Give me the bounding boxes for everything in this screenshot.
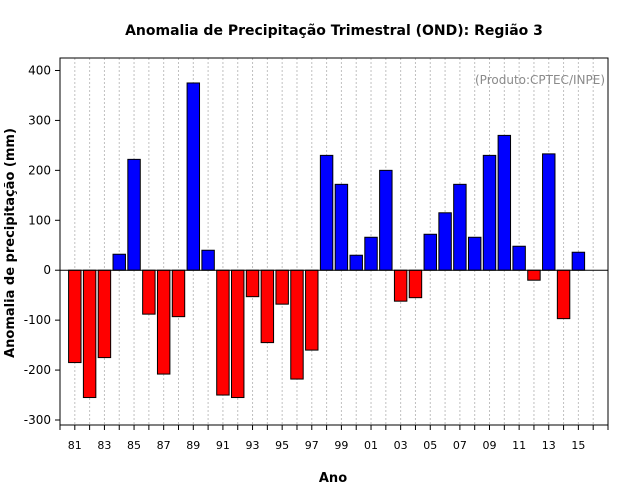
grid-lines bbox=[59, 58, 594, 425]
x-tick-label: 91 bbox=[216, 439, 230, 452]
bar-2004 bbox=[408, 269, 423, 299]
y-tick-label: -300 bbox=[24, 413, 51, 427]
x-tick-label: 07 bbox=[453, 439, 467, 452]
y-tick-label: 0 bbox=[43, 263, 51, 277]
bar-2013 bbox=[542, 153, 556, 271]
bar-2010 bbox=[497, 134, 512, 271]
x-tick-label: 05 bbox=[423, 439, 437, 452]
bar-2014 bbox=[556, 269, 571, 320]
bar-1995 bbox=[275, 269, 289, 305]
x-tick-label: 89 bbox=[186, 439, 200, 452]
bar-2000 bbox=[349, 254, 363, 271]
bar-1983 bbox=[97, 269, 112, 359]
bar-1999 bbox=[334, 183, 349, 271]
bar-1982 bbox=[82, 269, 97, 399]
x-tick-label: 83 bbox=[97, 439, 111, 452]
bar-2009 bbox=[482, 154, 497, 271]
bar-2015 bbox=[571, 251, 586, 271]
bar-1994 bbox=[260, 269, 275, 344]
x-tick-label: 09 bbox=[483, 439, 497, 452]
bar-2005 bbox=[423, 233, 437, 271]
x-axis-label: Ano bbox=[319, 471, 347, 486]
y-tick-label: 100 bbox=[28, 213, 51, 227]
x-tick-label: 01 bbox=[364, 439, 378, 452]
bar-2006 bbox=[438, 212, 452, 271]
y-tick-label: 200 bbox=[28, 163, 51, 177]
bar-2008 bbox=[467, 236, 482, 271]
y-axis-label: Anomalia de precipitação (mm) bbox=[3, 128, 18, 358]
bar-2001 bbox=[364, 236, 378, 271]
x-tick-label: 99 bbox=[334, 439, 348, 452]
y-tick-label: -200 bbox=[24, 363, 51, 377]
plot-frame bbox=[59, 57, 609, 426]
chart-title: Anomalia de Precipitação Trimestral (OND… bbox=[125, 23, 543, 39]
x-tick-label: 85 bbox=[127, 439, 141, 452]
bar-2002 bbox=[379, 169, 393, 271]
y-tick-label: -100 bbox=[24, 313, 51, 327]
x-tick-label: 03 bbox=[394, 439, 408, 452]
y-tick-label: 400 bbox=[28, 63, 51, 77]
x-tick-label: 87 bbox=[157, 439, 171, 452]
y-axis: -300 -200 -100 0 100 200 300 400 bbox=[24, 63, 60, 427]
x-tick-label: 15 bbox=[571, 439, 585, 452]
bar-1984 bbox=[112, 253, 126, 271]
bar-1996 bbox=[290, 269, 304, 380]
bar-2012 bbox=[527, 269, 541, 281]
bar-1989 bbox=[186, 82, 201, 271]
credit-text: (Produto:CPTEC/INPE) bbox=[475, 73, 605, 87]
x-axis: 81 83 85 87 89 91 93 95 97 99 01 03 05 07 09 11 13 15 bbox=[59, 425, 609, 452]
bar-1997 bbox=[305, 269, 319, 351]
bar-1990 bbox=[201, 249, 215, 271]
bar-1988 bbox=[171, 269, 186, 318]
bar-2007 bbox=[453, 183, 467, 271]
bar-1992 bbox=[231, 269, 245, 399]
x-tick-label: 93 bbox=[246, 439, 260, 452]
bar-2011 bbox=[512, 245, 526, 271]
bar-1991 bbox=[216, 269, 230, 396]
x-tick-label: 97 bbox=[305, 439, 319, 452]
x-tick-label: 13 bbox=[542, 439, 556, 452]
x-tick-label: 95 bbox=[275, 439, 289, 452]
bar-1993 bbox=[245, 269, 260, 298]
bars bbox=[68, 82, 586, 399]
bar-2003 bbox=[393, 269, 408, 302]
bar-1987 bbox=[156, 269, 171, 375]
x-tick-label: 11 bbox=[512, 439, 526, 452]
bar-1986 bbox=[142, 269, 156, 315]
bar-1981 bbox=[68, 269, 82, 364]
y-tick-label: 300 bbox=[28, 113, 51, 127]
x-tick-label: 81 bbox=[68, 439, 82, 452]
bar-1998 bbox=[319, 154, 334, 271]
bar-1985 bbox=[127, 158, 141, 271]
